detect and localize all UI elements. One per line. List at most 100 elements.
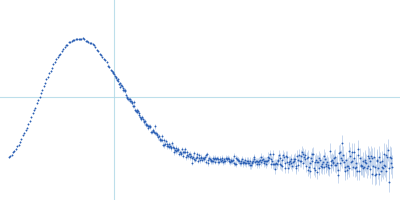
Point bbox=[198, 155, 204, 159]
Point bbox=[190, 158, 197, 161]
Point bbox=[110, 72, 117, 75]
Point bbox=[344, 165, 350, 168]
Point bbox=[232, 162, 238, 165]
Point bbox=[142, 120, 148, 123]
Point bbox=[121, 89, 127, 92]
Point bbox=[327, 160, 334, 163]
Point bbox=[80, 36, 86, 39]
Point bbox=[221, 160, 228, 163]
Point bbox=[262, 160, 268, 163]
Point bbox=[288, 162, 294, 165]
Point bbox=[89, 43, 96, 46]
Point bbox=[335, 169, 342, 172]
Point bbox=[75, 38, 82, 41]
Point bbox=[281, 162, 288, 165]
Point bbox=[338, 158, 345, 161]
Point bbox=[229, 159, 235, 162]
Point bbox=[379, 160, 386, 163]
Point bbox=[78, 37, 84, 40]
Point bbox=[232, 162, 239, 166]
Point bbox=[174, 148, 181, 151]
Point bbox=[193, 155, 200, 159]
Point bbox=[261, 159, 268, 162]
Point bbox=[125, 97, 131, 101]
Point bbox=[338, 156, 344, 160]
Point bbox=[358, 163, 364, 166]
Point bbox=[207, 159, 214, 163]
Point bbox=[374, 160, 380, 163]
Point bbox=[112, 75, 119, 78]
Point bbox=[176, 152, 182, 155]
Point bbox=[42, 82, 48, 85]
Point bbox=[332, 163, 339, 166]
Point bbox=[258, 155, 264, 158]
Point bbox=[126, 97, 132, 101]
Point bbox=[322, 163, 329, 166]
Point bbox=[230, 161, 237, 165]
Point bbox=[269, 159, 275, 162]
Point bbox=[171, 147, 178, 150]
Point bbox=[386, 166, 392, 170]
Point bbox=[217, 157, 224, 161]
Point bbox=[50, 63, 57, 66]
Point bbox=[332, 156, 338, 159]
Point bbox=[155, 136, 161, 139]
Point bbox=[48, 69, 54, 72]
Point bbox=[308, 153, 315, 156]
Point bbox=[341, 161, 347, 164]
Point bbox=[289, 164, 295, 167]
Point bbox=[147, 125, 154, 129]
Point bbox=[351, 156, 358, 160]
Point bbox=[352, 161, 359, 164]
Point bbox=[333, 163, 339, 166]
Point bbox=[116, 82, 122, 85]
Point bbox=[215, 161, 221, 164]
Point bbox=[254, 160, 260, 163]
Point bbox=[300, 161, 306, 164]
Point bbox=[231, 154, 238, 158]
Point bbox=[267, 153, 273, 156]
Point bbox=[206, 156, 212, 160]
Point bbox=[114, 77, 121, 81]
Point bbox=[128, 102, 135, 105]
Point bbox=[349, 159, 356, 163]
Point bbox=[212, 156, 219, 160]
Point bbox=[258, 160, 265, 163]
Point bbox=[192, 158, 198, 161]
Point bbox=[350, 150, 357, 153]
Point bbox=[106, 65, 112, 68]
Point bbox=[135, 110, 141, 113]
Point bbox=[239, 157, 245, 160]
Point bbox=[144, 126, 151, 129]
Point bbox=[304, 155, 311, 158]
Point bbox=[11, 149, 18, 153]
Point bbox=[298, 160, 304, 163]
Point bbox=[240, 160, 246, 163]
Point bbox=[66, 41, 72, 44]
Point bbox=[241, 161, 247, 164]
Point bbox=[129, 100, 136, 104]
Point bbox=[280, 153, 286, 156]
Point bbox=[124, 96, 131, 100]
Point bbox=[370, 165, 376, 168]
Point bbox=[275, 159, 282, 162]
Point bbox=[294, 155, 300, 158]
Point bbox=[253, 160, 259, 163]
Point bbox=[278, 163, 284, 166]
Point bbox=[170, 145, 176, 148]
Point bbox=[248, 164, 254, 167]
Point bbox=[52, 61, 58, 64]
Point bbox=[352, 167, 358, 170]
Point bbox=[73, 37, 79, 40]
Point bbox=[233, 157, 240, 160]
Point bbox=[369, 156, 376, 159]
Point bbox=[122, 89, 128, 92]
Point bbox=[283, 155, 289, 158]
Point bbox=[246, 159, 253, 162]
Point bbox=[354, 154, 361, 157]
Point bbox=[15, 143, 22, 147]
Point bbox=[286, 162, 292, 165]
Point bbox=[38, 92, 44, 95]
Point bbox=[265, 155, 272, 158]
Point bbox=[211, 157, 217, 161]
